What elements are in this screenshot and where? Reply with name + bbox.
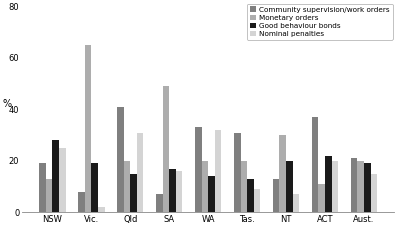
Bar bbox=[273, 179, 279, 212]
Bar bbox=[208, 176, 215, 212]
Bar bbox=[123, 161, 130, 212]
Bar bbox=[234, 133, 241, 212]
Bar bbox=[163, 86, 169, 212]
Bar bbox=[325, 156, 332, 212]
Bar bbox=[98, 207, 104, 212]
Bar bbox=[247, 179, 254, 212]
Bar bbox=[137, 133, 143, 212]
Legend: Community supervision/work orders, Monetary orders, Good behaviour bonds, Nomina: Community supervision/work orders, Monet… bbox=[247, 4, 393, 40]
Bar bbox=[254, 189, 260, 212]
Bar bbox=[286, 161, 293, 212]
Bar bbox=[176, 171, 183, 212]
Bar bbox=[130, 174, 137, 212]
Bar bbox=[195, 127, 202, 212]
Bar bbox=[85, 45, 91, 212]
Bar bbox=[318, 184, 325, 212]
Bar bbox=[169, 169, 176, 212]
Bar bbox=[39, 163, 46, 212]
Bar bbox=[364, 163, 371, 212]
Bar bbox=[202, 161, 208, 212]
Bar bbox=[332, 161, 338, 212]
Bar bbox=[371, 174, 377, 212]
Bar bbox=[52, 140, 59, 212]
Bar bbox=[357, 161, 364, 212]
Bar bbox=[78, 192, 85, 212]
Bar bbox=[46, 179, 52, 212]
Bar bbox=[156, 194, 163, 212]
Bar bbox=[59, 148, 66, 212]
Bar bbox=[91, 163, 98, 212]
Bar bbox=[241, 161, 247, 212]
Bar bbox=[215, 130, 222, 212]
Bar bbox=[279, 135, 286, 212]
Bar bbox=[117, 107, 123, 212]
Bar bbox=[293, 194, 299, 212]
Y-axis label: %: % bbox=[3, 99, 12, 109]
Bar bbox=[312, 117, 318, 212]
Bar bbox=[351, 158, 357, 212]
